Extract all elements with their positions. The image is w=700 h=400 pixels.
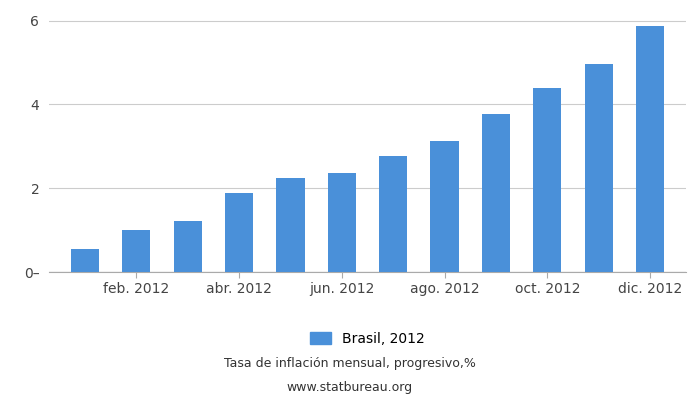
Text: www.statbureau.org: www.statbureau.org [287,382,413,394]
Legend: Brasil, 2012: Brasil, 2012 [304,326,430,352]
Bar [174,221,202,272]
Bar [328,173,356,272]
Bar [225,193,253,272]
Bar [584,64,612,272]
Bar [276,178,304,272]
Bar [533,88,561,272]
Text: Tasa de inflación mensual, progresivo,%: Tasa de inflación mensual, progresivo,% [224,358,476,370]
Bar [636,26,664,272]
Bar [482,114,510,272]
Bar [430,141,458,272]
Bar [122,230,150,272]
Bar [379,156,407,272]
Bar [71,248,99,272]
